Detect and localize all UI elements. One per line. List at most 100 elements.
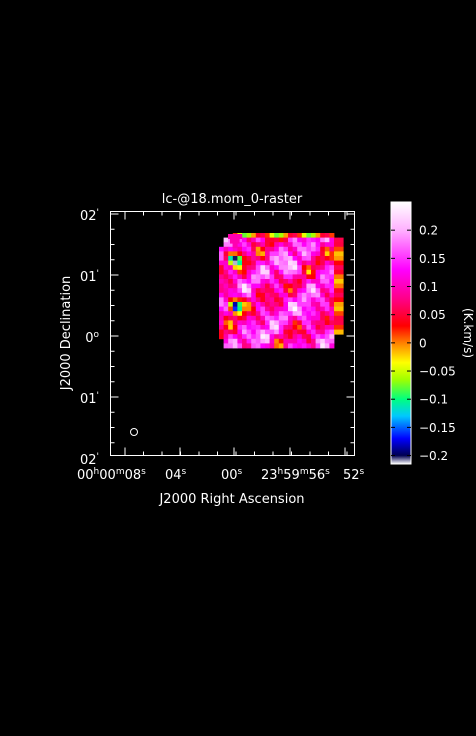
heatmap-cell xyxy=(251,329,257,335)
heatmap-cell xyxy=(255,279,261,284)
heatmap-cell xyxy=(265,251,270,257)
heatmap-cell xyxy=(255,269,261,275)
heatmap-cell xyxy=(274,325,280,330)
heatmap-cell xyxy=(311,256,316,261)
heatmap-cell xyxy=(219,265,224,271)
heatmap-cell xyxy=(237,288,243,294)
heatmap-cell xyxy=(324,288,330,294)
heatmap-cell xyxy=(242,329,247,335)
heatmap-cell xyxy=(265,306,270,312)
heatmap-cell xyxy=(223,256,229,261)
heatmap-cell xyxy=(292,251,298,257)
heatmap-cell xyxy=(223,315,229,321)
heatmap-cell xyxy=(251,279,257,284)
heatmap-cell xyxy=(311,283,316,289)
heatmap-cell xyxy=(260,288,266,294)
heatmap-cell xyxy=(324,274,330,280)
heatmap-cell xyxy=(288,329,293,335)
heatmap-cell xyxy=(334,251,339,257)
heatmap-cell xyxy=(301,260,307,266)
heatmap-cell xyxy=(283,338,289,344)
heatmap-cell xyxy=(338,292,344,298)
heatmap-cell xyxy=(283,334,289,340)
heatmap-cell xyxy=(334,279,339,284)
heatmap-cell xyxy=(228,297,234,303)
heatmap-cell xyxy=(269,329,275,335)
heatmap-cell xyxy=(311,274,316,280)
heatmap-cell xyxy=(251,269,257,275)
heatmap-cell xyxy=(234,238,240,244)
heatmap-cell xyxy=(315,311,321,317)
heatmap-cell xyxy=(338,288,344,294)
heatmap-cell xyxy=(329,325,335,330)
heatmap-cell xyxy=(315,302,321,307)
heatmap-cell xyxy=(251,256,257,261)
heatmap-cell xyxy=(283,343,289,349)
heatmap-cell xyxy=(260,233,266,238)
heatmap-cell xyxy=(228,311,234,317)
heatmap-cell xyxy=(283,242,289,248)
x-tick-label: 23h59m56s xyxy=(261,467,330,483)
heatmap-cell xyxy=(329,297,335,303)
heatmap-cell xyxy=(301,311,307,317)
heatmap-cell xyxy=(269,242,275,248)
heatmap-cell xyxy=(311,297,316,303)
beam-ellipse xyxy=(130,428,138,436)
heatmap-cell xyxy=(311,260,316,266)
heatmap-cell xyxy=(219,246,224,252)
heatmap-cell xyxy=(320,251,326,257)
heatmap-cell xyxy=(292,343,298,349)
heatmap-cell xyxy=(320,315,326,321)
heatmap-cell xyxy=(255,297,261,303)
heatmap-cell xyxy=(237,311,243,317)
heatmap-cell xyxy=(334,297,339,303)
heatmap-cell xyxy=(246,320,252,326)
heatmap-cell xyxy=(329,279,335,284)
heatmap-cell xyxy=(219,320,224,326)
heatmap-cell xyxy=(283,233,289,238)
heatmap-cell xyxy=(237,292,243,298)
heatmap-cell xyxy=(297,329,303,335)
heatmap-cell xyxy=(329,246,335,252)
heatmap-cell xyxy=(324,242,330,248)
heatmap-cell xyxy=(237,325,243,330)
heatmap-cell xyxy=(269,338,275,344)
x-axis-label: J2000 Right Ascension xyxy=(158,492,304,507)
heatmap-cell xyxy=(246,283,252,289)
heatmap-cell xyxy=(301,288,307,294)
heatmap-cell xyxy=(260,265,266,271)
heatmap-cell xyxy=(260,251,266,257)
heatmap-cell xyxy=(297,246,303,252)
colorbar-tick-label: 0.1 xyxy=(419,280,438,294)
heatmap-cell xyxy=(242,315,247,321)
heatmap-cell xyxy=(242,283,247,289)
heatmap-cell xyxy=(265,343,270,349)
heatmap-cell xyxy=(320,246,326,252)
heatmap-cell xyxy=(246,334,252,340)
heatmap-cell xyxy=(219,279,224,284)
heatmap-cell xyxy=(278,283,284,289)
heatmap-cell xyxy=(288,237,293,243)
heatmap-cell xyxy=(315,256,321,261)
heatmap-cell xyxy=(269,274,275,280)
heatmap-cell xyxy=(306,265,312,271)
heatmap-cell xyxy=(228,242,234,248)
heatmap-cell xyxy=(265,338,270,344)
heatmap-cell xyxy=(278,325,284,330)
heatmap-cell xyxy=(269,334,275,340)
heatmap-cell xyxy=(251,283,257,289)
heatmap-cell xyxy=(232,329,238,335)
heatmap-cell xyxy=(288,256,293,261)
heatmap-cell xyxy=(265,265,270,271)
heatmap-cell xyxy=(306,320,312,326)
heatmap-cell xyxy=(251,242,257,248)
chart-title: lc-@18.mom_0-raster xyxy=(162,192,303,207)
heatmap-cell xyxy=(301,283,307,289)
heatmap-cell xyxy=(288,311,293,317)
heatmap-cell xyxy=(324,329,330,335)
heatmap-cell xyxy=(223,288,229,294)
heatmap-cell xyxy=(255,233,261,238)
heatmap-cell xyxy=(288,269,293,275)
heatmap-cell xyxy=(223,292,229,298)
heatmap-cell xyxy=(274,260,280,266)
